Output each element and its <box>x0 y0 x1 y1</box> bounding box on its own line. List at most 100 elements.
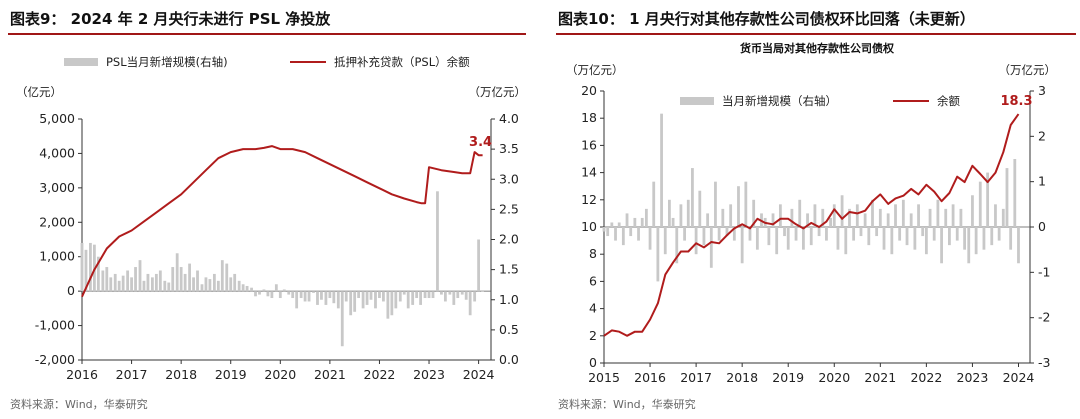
bar <box>1001 208 1005 227</box>
bar <box>179 267 183 292</box>
bar <box>448 291 452 295</box>
bar <box>617 222 621 227</box>
bar <box>990 227 994 246</box>
y-left-tick-label: 4 <box>589 301 597 316</box>
bar <box>813 204 817 227</box>
bar <box>365 291 369 305</box>
bar <box>336 291 340 309</box>
bar <box>656 227 660 282</box>
bar <box>809 227 813 246</box>
bar <box>282 289 286 292</box>
bar <box>875 227 879 237</box>
bar <box>648 227 652 250</box>
bar <box>183 273 187 292</box>
bar <box>1005 168 1009 227</box>
x-tick-label: 2017 <box>680 370 712 385</box>
bar <box>698 190 702 227</box>
bar <box>109 277 113 292</box>
bar <box>481 291 484 292</box>
y-right-tick-label: 4.0 <box>499 111 519 126</box>
bar <box>101 270 105 292</box>
bar <box>633 217 637 227</box>
y-right-tick-label: 0.0 <box>499 352 519 367</box>
bar <box>752 199 756 227</box>
bar <box>307 291 311 302</box>
bar <box>241 284 245 292</box>
bar <box>994 204 997 227</box>
bar <box>287 291 291 295</box>
bar <box>456 291 460 299</box>
bar <box>936 199 940 227</box>
y-left-tick-label: 12 <box>581 192 597 207</box>
bar <box>905 227 909 246</box>
bar <box>694 227 698 255</box>
y-left-tick-label: 20 <box>581 83 597 98</box>
bar <box>986 172 990 227</box>
y-left-tick-label: 5,000 <box>39 111 75 126</box>
bar <box>817 227 821 237</box>
bar <box>821 208 825 227</box>
bar <box>963 227 967 250</box>
bar <box>237 280 241 292</box>
bar <box>473 291 477 302</box>
bar <box>671 217 675 227</box>
source-note: 资料来源：Wind，华泰研究 <box>558 398 696 411</box>
bar <box>855 204 859 227</box>
y-left-tick-label: -2,000 <box>35 352 75 367</box>
bar <box>84 249 88 292</box>
bar <box>316 291 319 305</box>
x-tick-label: 2019 <box>215 367 247 382</box>
bar <box>967 227 971 264</box>
bar <box>786 227 790 250</box>
bar <box>229 277 233 292</box>
bar <box>637 227 640 241</box>
bar <box>898 227 902 241</box>
bar <box>1017 227 1020 264</box>
bar <box>340 291 344 347</box>
bar <box>154 273 158 292</box>
bar <box>982 227 986 250</box>
legend-line-label: 抵押补充贷款（PSL）余额 <box>334 55 470 69</box>
bar <box>948 227 951 246</box>
bar <box>829 217 832 227</box>
psl-chart-svg: PSL当月新增规模(右轴) 抵押补充贷款（PSL）余额 （亿元） （万亿元） 5,000… <box>16 55 526 382</box>
y-left-tick-label: 4,000 <box>39 145 75 160</box>
bar <box>320 291 323 300</box>
y-right-tick-label: 2.0 <box>499 232 519 247</box>
bar <box>959 208 963 227</box>
bar <box>867 227 871 246</box>
bar <box>825 227 828 241</box>
bar <box>386 291 390 319</box>
bar <box>332 291 336 304</box>
bar <box>374 291 377 309</box>
bar <box>844 227 848 255</box>
legend-bar-swatch <box>680 97 714 105</box>
bar <box>299 291 303 299</box>
y-left-tick-label: -1,000 <box>35 318 75 333</box>
y-right-tick-label: 3 <box>1038 83 1046 98</box>
y-left-tick-label: 3,000 <box>39 180 75 195</box>
bar <box>427 291 431 299</box>
bar <box>382 291 385 302</box>
y-right-tick-label: 0.5 <box>499 322 519 337</box>
bar <box>652 181 656 227</box>
bar <box>729 204 733 227</box>
x-tick-label: 2022 <box>364 367 396 382</box>
x-tick-label: 2016 <box>634 370 666 385</box>
bar <box>901 199 905 227</box>
bar <box>361 291 365 309</box>
x-tick-label: 2023 <box>413 367 445 382</box>
bar <box>328 291 332 299</box>
bar <box>863 213 867 227</box>
legend-bar-label: PSL当月新增规模(右轴) <box>106 55 228 69</box>
x-tick-label: 2018 <box>165 367 197 382</box>
bar <box>610 222 614 227</box>
y-right-tick-label: 2.5 <box>499 201 519 216</box>
bar <box>291 291 295 299</box>
bar <box>415 291 419 299</box>
y-right-tick-label: -3 <box>1038 355 1050 370</box>
bar <box>167 282 171 292</box>
bar <box>909 213 913 227</box>
bar <box>369 291 373 300</box>
